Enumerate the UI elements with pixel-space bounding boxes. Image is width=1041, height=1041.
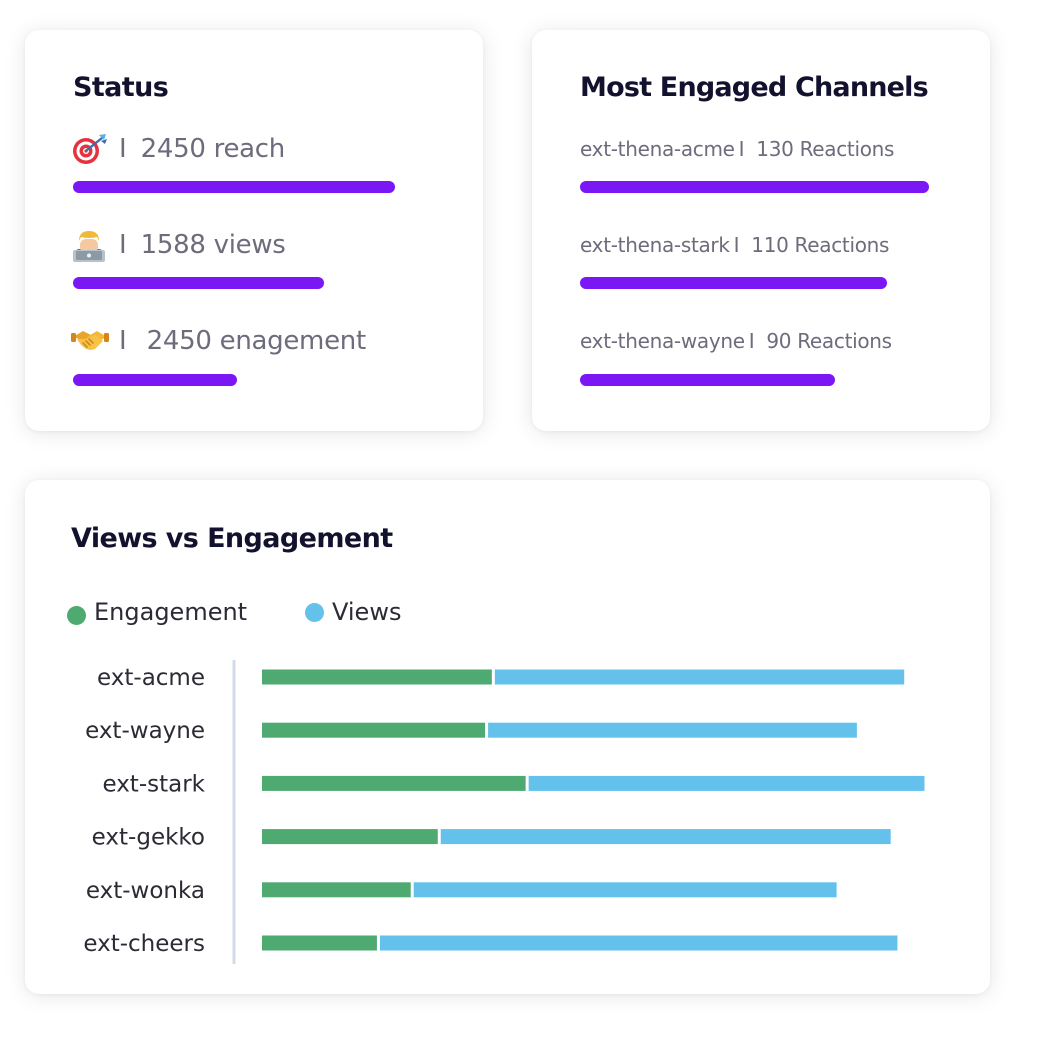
legend-label-views: Views [332, 598, 402, 626]
channel-unit: Reactions [799, 137, 895, 161]
bar-views-ext-wayne[interactable] [488, 722, 857, 738]
category-label: ext-cheers [83, 931, 205, 957]
reach-value: 2450 [140, 134, 206, 164]
engagement-label: enagement [219, 326, 367, 356]
chart-title: Views vs Engagement [71, 523, 393, 554]
target-icon [71, 131, 111, 167]
reach-label: reach [213, 134, 286, 164]
channel-unit: Reactions [794, 233, 890, 257]
channel-bar-track [580, 181, 929, 193]
bar-engagement-ext-acme[interactable] [262, 669, 492, 685]
engagement-bar-track [73, 374, 395, 386]
chart-card: Views vs Engagement Engagement Views ext… [25, 480, 990, 994]
status-separator: I [119, 230, 127, 260]
status-row-engagement: I 2450 enagement [71, 323, 366, 359]
engagement-value: 2450 [146, 326, 212, 356]
views-label: views [213, 230, 286, 260]
status-separator: I [119, 134, 127, 164]
channel-bar-track [580, 277, 929, 289]
channel-row-wayne: ext-thena-wayne I 90 Reactions [580, 326, 892, 356]
reach-bar [73, 181, 395, 193]
bar-engagement-ext-wayne[interactable] [262, 722, 486, 738]
channel-name: ext-thena-stark [580, 233, 730, 257]
channel-bar-acme [580, 181, 929, 193]
category-label: ext-acme [97, 665, 205, 691]
channel-bar-track [580, 374, 929, 386]
bar-engagement-ext-gekko[interactable] [262, 829, 438, 845]
channel-row-acme: ext-thena-acme I 130 Reactions [580, 134, 894, 164]
handshake-icon [71, 323, 111, 359]
channel-count: 130 [756, 137, 794, 161]
channel-separator: I [733, 233, 740, 257]
category-label: ext-wayne [85, 718, 205, 744]
legend-item-views[interactable]: Views [305, 594, 401, 630]
channel-bar-wayne [580, 374, 835, 386]
bar-views-ext-gekko[interactable] [440, 829, 891, 845]
engagement-bar [73, 374, 238, 386]
bar-views-ext-cheers[interactable] [379, 935, 898, 951]
channel-separator: I [748, 329, 755, 353]
views-bar [73, 277, 325, 289]
status-row-views: I 1588 views [71, 227, 286, 263]
channel-row-stark: ext-thena-stark I 110 Reactions [580, 230, 889, 260]
technologist-icon [71, 227, 111, 263]
views-bar-track [73, 277, 395, 289]
bar-chart: ext-acme ext-wayne ext-stark ext-gekko ext-w… [83, 660, 925, 964]
status-row-reach: I 2450 reach [71, 131, 285, 167]
bar-views-ext-stark[interactable] [528, 775, 925, 791]
engagement-dot-icon [67, 605, 86, 625]
channel-count: 90 [766, 329, 792, 353]
bar-views-ext-wonka[interactable] [413, 882, 837, 898]
bar-views-ext-acme[interactable] [494, 669, 905, 685]
channel-unit: Reactions [797, 329, 892, 353]
category-label: ext-stark [102, 771, 205, 797]
bar-engagement-ext-wonka[interactable] [262, 882, 411, 898]
legend-label-engagement: Engagement [94, 598, 248, 626]
views-value: 1588 [140, 230, 206, 260]
views-dot-icon [305, 602, 324, 622]
channel-separator: I [738, 137, 745, 161]
channel-count: 110 [751, 233, 789, 257]
channel-bar-stark [580, 277, 888, 289]
channels-card-title: Most Engaged Channels [580, 72, 929, 103]
bar-engagement-ext-stark[interactable] [262, 775, 526, 791]
channels-card: Most Engaged Channels ext-thena-acme I 1… [532, 30, 990, 431]
category-label: ext-wonka [86, 878, 205, 904]
channel-name: ext-thena-acme [580, 137, 735, 161]
status-card-title: Status [73, 72, 169, 103]
reach-bar-track [73, 181, 395, 193]
category-label: ext-gekko [92, 825, 205, 851]
status-separator: I [119, 326, 127, 356]
channel-name: ext-thena-wayne [580, 329, 745, 353]
legend-item-engagement[interactable]: Engagement [67, 594, 247, 630]
bar-engagement-ext-cheers[interactable] [262, 935, 377, 951]
status-card: Status I 2450 reach [25, 30, 483, 431]
